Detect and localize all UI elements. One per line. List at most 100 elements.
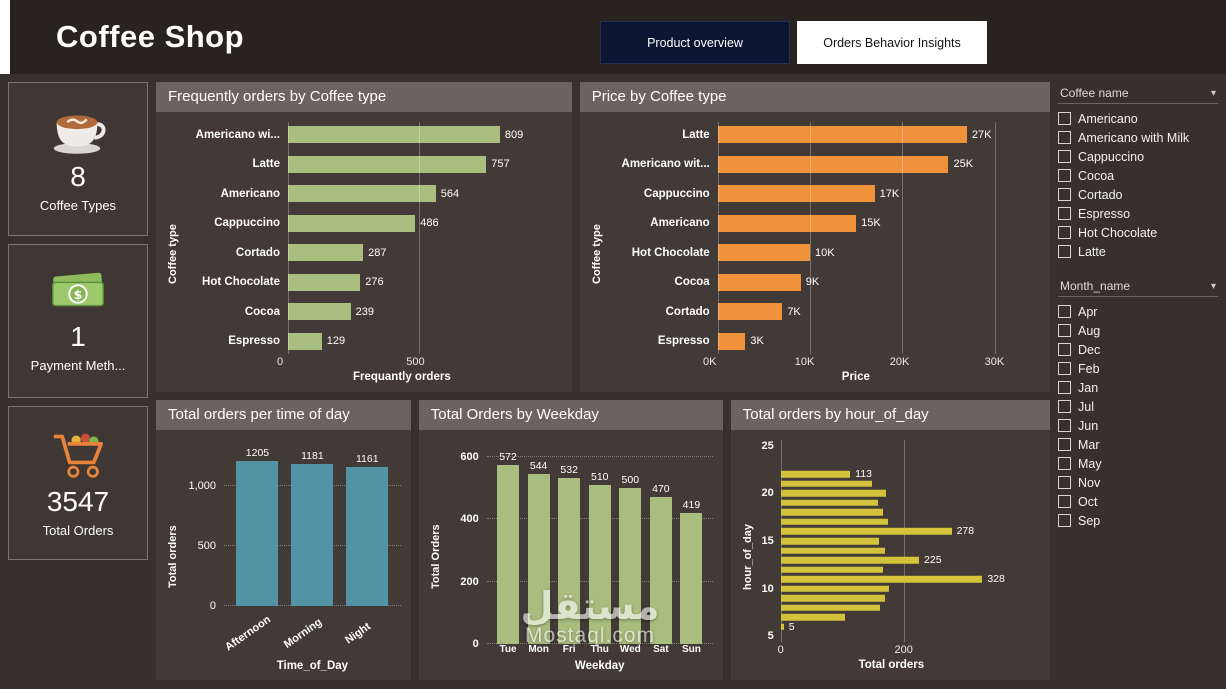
slicer-item-label: Dec: [1078, 342, 1101, 357]
column: 470: [649, 438, 672, 644]
bar[interactable]: [497, 465, 520, 644]
slicer-item[interactable]: Cocoa: [1058, 166, 1218, 185]
bar[interactable]: [717, 126, 967, 144]
slicer-month-name-header[interactable]: Month_name ▾: [1058, 277, 1218, 297]
bar-value-label: 113: [855, 468, 872, 481]
slicer-item[interactable]: Feb: [1058, 359, 1218, 378]
checkbox-unchecked[interactable]: [1058, 362, 1071, 375]
bar[interactable]: [291, 464, 334, 606]
tab-product-overview[interactable]: Product overview: [600, 21, 790, 64]
bar[interactable]: [780, 537, 880, 545]
slicer-item[interactable]: Americano with Milk: [1058, 128, 1218, 147]
bar[interactable]: [780, 547, 886, 554]
bar[interactable]: [288, 214, 416, 232]
checkbox-unchecked[interactable]: [1058, 381, 1071, 394]
column: 1181: [291, 438, 334, 606]
bar[interactable]: [717, 155, 949, 173]
checkbox-unchecked[interactable]: [1058, 131, 1071, 144]
bar[interactable]: [780, 604, 881, 611]
bar[interactable]: [288, 126, 500, 144]
category-label: Latte: [252, 158, 280, 171]
checkbox-unchecked[interactable]: [1058, 207, 1071, 220]
page-title: Coffee Shop: [56, 19, 245, 54]
bar[interactable]: [780, 566, 883, 573]
bar[interactable]: [780, 518, 888, 526]
bar[interactable]: [780, 594, 886, 602]
chevron-down-icon: ▾: [1210, 87, 1216, 99]
checkbox-unchecked[interactable]: [1058, 476, 1071, 489]
checkbox-unchecked[interactable]: [1058, 343, 1071, 356]
slicer-item[interactable]: Jun: [1058, 416, 1218, 435]
slicer-item[interactable]: Cortado: [1058, 185, 1218, 204]
bar[interactable]: [780, 509, 883, 516]
bar[interactable]: [680, 513, 703, 644]
bar[interactable]: [288, 244, 364, 262]
checkbox-unchecked[interactable]: [1058, 514, 1071, 527]
bar[interactable]: [717, 273, 801, 291]
bar[interactable]: [288, 155, 487, 173]
y-tick-label: 0: [209, 600, 216, 612]
checkbox-unchecked[interactable]: [1058, 457, 1071, 470]
bar[interactable]: [780, 528, 952, 535]
slicer-item[interactable]: Apr: [1058, 302, 1218, 321]
checkbox-unchecked[interactable]: [1058, 245, 1071, 258]
bar[interactable]: [780, 623, 784, 631]
x-tick-labels: 0 500: [277, 356, 524, 371]
bar[interactable]: [346, 466, 389, 606]
checkbox-unchecked[interactable]: [1058, 438, 1071, 451]
x-axis-title: Frequantly orders: [352, 371, 451, 383]
bar[interactable]: [717, 214, 857, 232]
slicer-item[interactable]: May: [1058, 454, 1218, 473]
checkbox-unchecked[interactable]: [1058, 188, 1071, 201]
y-axis-title: hour_of_day: [741, 524, 754, 591]
slicer-item[interactable]: Jul: [1058, 397, 1218, 416]
checkbox-unchecked[interactable]: [1058, 419, 1071, 432]
bar-value-label: 510: [590, 470, 609, 483]
checkbox-unchecked[interactable]: [1058, 112, 1071, 125]
bar[interactable]: [780, 490, 887, 497]
checkbox-unchecked[interactable]: [1058, 495, 1071, 508]
slicer-coffee-name-header[interactable]: Coffee name ▾: [1058, 84, 1218, 104]
checkbox-unchecked[interactable]: [1058, 150, 1071, 163]
bar[interactable]: [717, 185, 875, 203]
bar[interactable]: [717, 303, 783, 321]
slicer-item[interactable]: Espresso: [1058, 204, 1218, 223]
slicer-item[interactable]: Dec: [1058, 340, 1218, 359]
checkbox-unchecked[interactable]: [1058, 400, 1071, 413]
checkbox-unchecked[interactable]: [1058, 169, 1071, 182]
bar[interactable]: [780, 575, 983, 583]
checkbox-unchecked[interactable]: [1058, 324, 1071, 337]
slicer-item[interactable]: Jan: [1058, 378, 1218, 397]
checkbox-unchecked[interactable]: [1058, 305, 1071, 318]
bar[interactable]: [288, 303, 351, 321]
bar[interactable]: [558, 477, 581, 644]
bar[interactable]: [649, 497, 672, 644]
slicer-item[interactable]: Aug: [1058, 321, 1218, 340]
bar[interactable]: [780, 614, 845, 621]
slicer-item[interactable]: Cappuccino: [1058, 147, 1218, 166]
bar[interactable]: [619, 487, 642, 644]
bar[interactable]: [527, 474, 550, 644]
bar[interactable]: [588, 484, 611, 644]
bar[interactable]: [780, 499, 878, 507]
slicer-item[interactable]: Sep: [1058, 511, 1218, 530]
bar[interactable]: [717, 244, 810, 262]
bar[interactable]: [288, 273, 361, 291]
bar[interactable]: [288, 332, 322, 350]
bar[interactable]: [780, 470, 851, 478]
slicer-item[interactable]: Hot Chocolate: [1058, 223, 1218, 242]
bar[interactable]: [288, 185, 436, 203]
slicer-item[interactable]: Latte: [1058, 242, 1218, 261]
bar[interactable]: [780, 480, 872, 488]
bar[interactable]: [717, 332, 746, 350]
checkbox-unchecked[interactable]: [1058, 226, 1071, 239]
slicer-item[interactable]: Americano: [1058, 109, 1218, 128]
slicer-item[interactable]: Oct: [1058, 492, 1218, 511]
slicer-item[interactable]: Nov: [1058, 473, 1218, 492]
bar[interactable]: [780, 585, 889, 592]
bar[interactable]: [780, 556, 920, 564]
bar[interactable]: [236, 461, 279, 606]
slicer-item[interactable]: Mar: [1058, 435, 1218, 454]
tab-orders-behavior-insights[interactable]: Orders Behavior Insights: [797, 21, 987, 64]
